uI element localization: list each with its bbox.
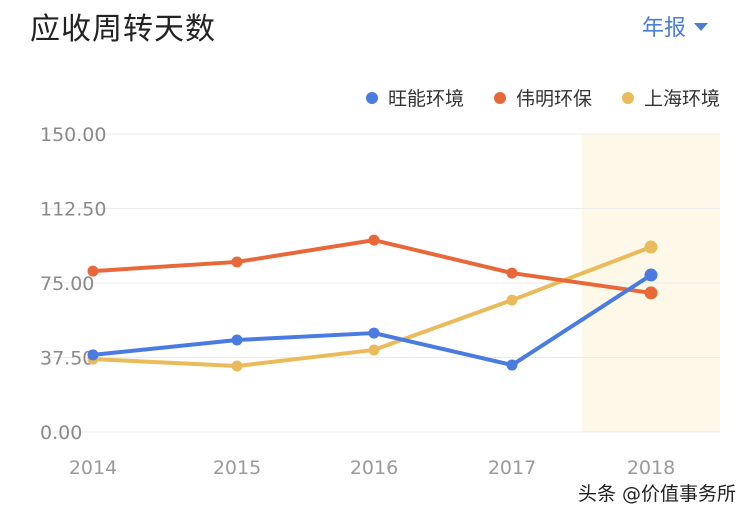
x-tick-label: 2015 [213, 457, 261, 479]
chart-title: 应收周转天数 [30, 12, 216, 47]
legend-label: 伟明环保 [515, 88, 592, 110]
data-point[interactable] [231, 256, 243, 268]
data-point[interactable] [231, 334, 243, 346]
period-selector[interactable]: 年报 [642, 10, 709, 42]
data-point[interactable] [231, 360, 243, 372]
legend-dot-icon [365, 91, 378, 104]
x-tick-label: 2016 [350, 457, 398, 479]
data-point[interactable] [368, 344, 380, 356]
y-tick-label: 37.50 [40, 348, 94, 370]
y-tick-label: 150.00 [40, 124, 106, 146]
period-selector-label: 年报 [642, 16, 687, 41]
data-point[interactable] [87, 265, 99, 277]
legend-dot-icon [493, 91, 506, 104]
y-tick-label: 75.00 [40, 273, 94, 295]
legend-label: 旺能环境 [387, 88, 464, 110]
chart-legend: 旺能环境 伟明环保 上海环境 [365, 84, 720, 111]
y-tick-label: 112.50 [40, 199, 106, 221]
y-tick-label: 0.00 [40, 422, 82, 444]
data-point[interactable] [368, 234, 380, 246]
x-tick-label: 2018 [627, 457, 675, 479]
caret-down-icon [694, 23, 709, 31]
data-point[interactable] [644, 286, 658, 300]
data-point[interactable] [87, 349, 99, 361]
data-point[interactable] [644, 240, 658, 254]
data-point[interactable] [506, 294, 518, 306]
watermark: 头条 @价值事务所 [577, 483, 736, 505]
data-point[interactable] [506, 267, 518, 279]
legend-item-0[interactable]: 旺能环境 [365, 84, 464, 111]
legend-label: 上海环境 [643, 88, 720, 110]
x-tick-label: 2017 [488, 457, 536, 479]
series-line [91, 238, 653, 295]
legend-item-1[interactable]: 伟明环保 [493, 84, 592, 111]
x-tick-label: 2014 [69, 457, 117, 479]
data-point[interactable] [368, 327, 380, 339]
data-point[interactable] [644, 268, 658, 282]
legend-item-2[interactable]: 上海环境 [621, 84, 720, 111]
legend-dot-icon [621, 91, 634, 104]
data-point[interactable] [506, 359, 518, 371]
